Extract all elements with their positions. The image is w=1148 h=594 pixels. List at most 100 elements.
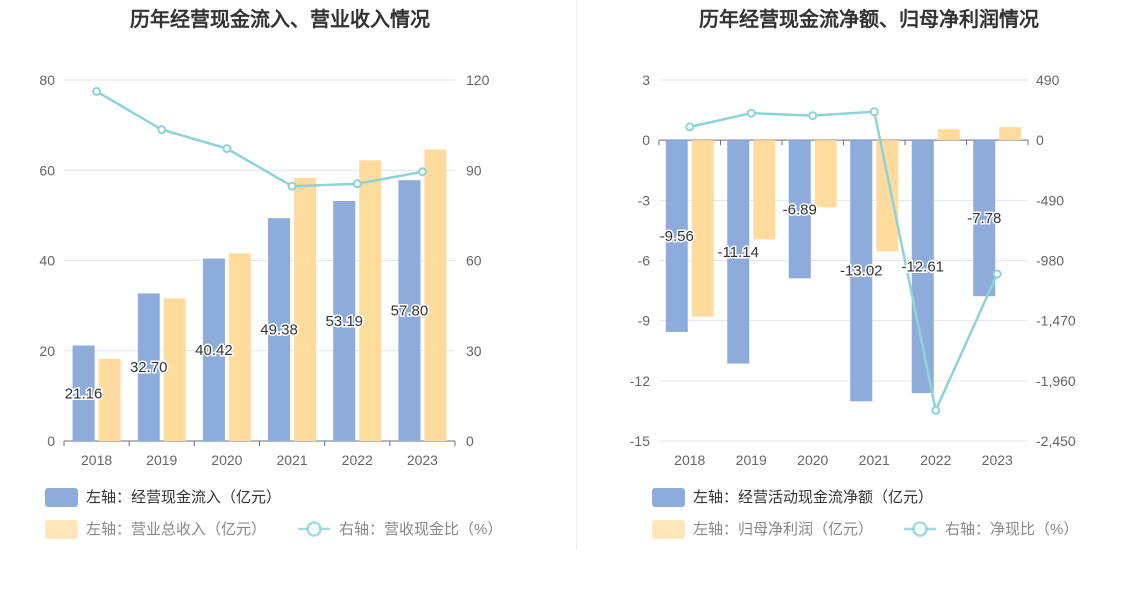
y-right-tick-label: -490: [1036, 192, 1064, 208]
line-point: [685, 122, 695, 132]
bar-secondary: [999, 127, 1022, 141]
x-tick-label: 2021: [859, 452, 890, 468]
y-right-tick-label: 120: [466, 72, 490, 88]
bar-secondary: [876, 140, 899, 252]
bar-secondary: [424, 149, 447, 441]
bar-primary: [850, 140, 873, 402]
y-left-tick-label: 0: [47, 433, 55, 449]
bar-secondary: [753, 140, 776, 240]
legend-label: 右轴：净现比（%）: [945, 521, 1078, 538]
legend-swatch-bar: [652, 488, 685, 507]
x-tick-label: 2018: [674, 452, 705, 468]
x-tick-label: 2020: [211, 452, 242, 468]
bar-secondary: [228, 253, 251, 441]
legend-swatch-bar: [45, 520, 78, 539]
bar-primary: [398, 180, 421, 442]
y-left-tick-label: -9: [638, 313, 651, 329]
line-point: [157, 125, 167, 135]
y-left-tick-label: -12: [630, 373, 650, 389]
bar-data-label: -7.78: [967, 210, 1001, 227]
line-point: [931, 405, 941, 415]
y-left-tick-label: 0: [642, 132, 650, 148]
chart-title: 历年经营现金流净额、归母净利润情况: [699, 7, 1039, 31]
bar-primary: [973, 140, 996, 297]
bar-primary: [137, 293, 160, 441]
chart-panel-right: 历年经营现金流净额、归母净利润情况 3 0 -3 -6 -9 -12 -15 490 0 -490 -…: [574, 0, 1148, 589]
y-left-tick-label: -6: [638, 253, 651, 269]
bar-data-label: -6.89: [783, 201, 817, 218]
y-left-tick-label: 3: [642, 72, 650, 88]
y-right-tick-label: 0: [1036, 132, 1044, 148]
bar-data-label: -12.61: [901, 259, 944, 276]
bar-secondary: [294, 177, 317, 441]
line-point: [808, 111, 818, 121]
legend-label: 左轴：归母净利润（亿元）: [693, 521, 873, 538]
bar-primary: [333, 200, 356, 441]
y-left-tick-label: 20: [39, 343, 55, 359]
x-tick-label: 2021: [277, 452, 308, 468]
y-left-tick-label: -15: [630, 433, 650, 449]
bar-secondary: [163, 298, 186, 441]
bar-data-label: 40.42: [195, 342, 233, 359]
bar-data-label: 21.16: [65, 385, 103, 402]
x-tick-label: 2019: [146, 452, 177, 468]
bar-data-label: 57.80: [391, 303, 429, 320]
y-right-tick-label: 0: [466, 433, 474, 449]
legend-label: 左轴：营业总收入（亿元）: [86, 521, 266, 538]
bar-secondary: [937, 129, 960, 141]
chart-svg-net-cash-flow: 历年经营现金流净额、归母净利润情况 3 0 -3 -6 -9 -12 -15 490 0 -490 -…: [630, 7, 1078, 539]
chart-title: 历年经营现金流入、营业收入情况: [130, 7, 430, 31]
legend-swatch-point: [306, 521, 322, 537]
line-point: [92, 86, 102, 96]
x-tick-label: 2019: [736, 452, 767, 468]
bar-data-label: -13.02: [840, 263, 883, 280]
bar-primary: [202, 258, 225, 441]
x-tick-label: 2023: [407, 452, 438, 468]
x-tick-label: 2023: [982, 452, 1013, 468]
series-line: [95, 90, 423, 188]
legend-label: 左轴：经营活动现金流净额（亿元）: [693, 489, 933, 506]
legend-label: 左轴：经营现金流入（亿元）: [86, 489, 281, 506]
y-right-tick-label: 90: [466, 162, 482, 178]
y-right-tick-label: -980: [1036, 253, 1064, 269]
y-left-tick-label: 40: [39, 253, 55, 269]
y-right-tick-label: -1,960: [1036, 373, 1076, 389]
y-right-tick-label: -1,470: [1036, 313, 1076, 329]
y-right-tick-label: 60: [466, 253, 482, 269]
y-right-tick-label: 490: [1036, 72, 1060, 88]
bar-primary: [727, 140, 750, 364]
chart-svg-cash-inflow: 历年经营现金流入、营业收入情况 0 20 40 60 80 0 30 60 90 120 2018 20…: [39, 7, 502, 539]
chart-panel-left: 历年经营现金流入、营业收入情况 0 20 40 60 80 0 30 60 90 120 2018 20…: [0, 0, 574, 589]
y-left-tick-label: 60: [39, 162, 55, 178]
bar-primary: [665, 140, 688, 332]
x-tick-label: 2022: [342, 452, 373, 468]
bar-secondary: [359, 160, 382, 441]
bar-primary: [788, 140, 811, 279]
bar-data-label: 49.38: [260, 322, 298, 339]
y-left-tick-label: -3: [638, 192, 651, 208]
bar-secondary: [814, 140, 837, 208]
legend-swatch-bar: [45, 488, 78, 507]
bar-primary: [72, 345, 95, 441]
y-left-tick-label: 80: [39, 72, 55, 88]
panel-divider: [576, 0, 577, 550]
x-tick-label: 2020: [797, 452, 828, 468]
y-right-tick-label: 30: [466, 343, 482, 359]
line-point: [287, 181, 297, 191]
bar-data-label: -11.14: [718, 244, 759, 261]
x-tick-label: 2018: [81, 452, 112, 468]
bar-secondary: [691, 140, 714, 317]
y-right-tick-label: -2,450: [1036, 433, 1076, 449]
bar-secondary: [98, 358, 121, 441]
bar-primary: [268, 218, 291, 441]
series-line: [689, 110, 999, 415]
bar-data-label: 32.70: [130, 359, 168, 376]
x-tick-label: 2022: [920, 452, 951, 468]
line-point: [869, 107, 879, 117]
legend-label: 右轴：营收现金比（%）: [339, 521, 502, 538]
line-point: [746, 108, 756, 118]
line-point: [352, 179, 362, 189]
line-point: [222, 144, 232, 154]
legend-swatch-bar: [652, 520, 685, 539]
line-point: [417, 167, 427, 177]
